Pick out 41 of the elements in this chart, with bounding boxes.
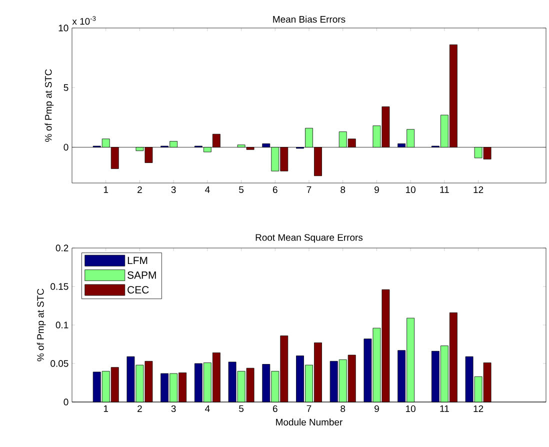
y-tick-label: 0 (64, 144, 68, 151)
x-tick-label: 5 (239, 186, 244, 193)
x-tick-label: 5 (239, 405, 244, 412)
x-tick-label: 10 (406, 186, 416, 194)
x-tick-label: 2 (138, 405, 142, 412)
x-tick-label: 4 (205, 186, 210, 193)
x-axis-title: Module Number (276, 418, 342, 426)
y-tick-label: 0 (64, 398, 68, 406)
y-tick-label: 0.15 (50, 283, 68, 290)
x-tick-label: 6 (272, 405, 278, 412)
x-tick-label: 1 (104, 186, 108, 193)
x-tick-label: 9 (374, 186, 379, 194)
y-axis-title: % of Pmp at STC (36, 288, 46, 362)
x-tick-label: 7 (306, 186, 312, 193)
x-tick-label: 11 (440, 405, 449, 412)
x-tick-label: 1 (104, 405, 108, 412)
y-tick-label: 10 (58, 24, 68, 32)
x-tick-label: 12 (474, 186, 484, 193)
x-tick-label: 6 (273, 186, 278, 194)
text: x 10$^{-3}$ (72, 16, 96, 25)
y-tick-label: 5 (64, 84, 68, 91)
x-tick-label: 11 (440, 186, 449, 193)
x-tick-label: 7 (306, 405, 312, 412)
legend-label: CEC (128, 286, 149, 294)
x-tick-label: 4 (205, 405, 210, 412)
x-tick-label: 8 (340, 186, 346, 194)
y-tick-label: 0.1 (56, 322, 68, 328)
x-tick-label: 9 (374, 405, 379, 412)
y-tick-label: 0.2 (56, 244, 68, 252)
x-tick-label: 3 (171, 186, 176, 194)
x-tick-label: 12 (474, 405, 484, 412)
y-tick-label: 0.05 (50, 360, 68, 367)
x-tick-label: 8 (340, 405, 346, 412)
x-tick-label: 2 (138, 186, 142, 193)
x-tick-label: 10 (406, 405, 416, 412)
chart-title: Root Mean Square Errors (256, 234, 363, 243)
legend-label: LFM (128, 256, 148, 264)
y-axis-title: % of Pmp at STC (44, 69, 54, 142)
chart-title: Mean Bias Errors (273, 16, 346, 23)
x-tick-label: 3 (171, 405, 176, 412)
legend-label: SAPM (128, 271, 156, 279)
